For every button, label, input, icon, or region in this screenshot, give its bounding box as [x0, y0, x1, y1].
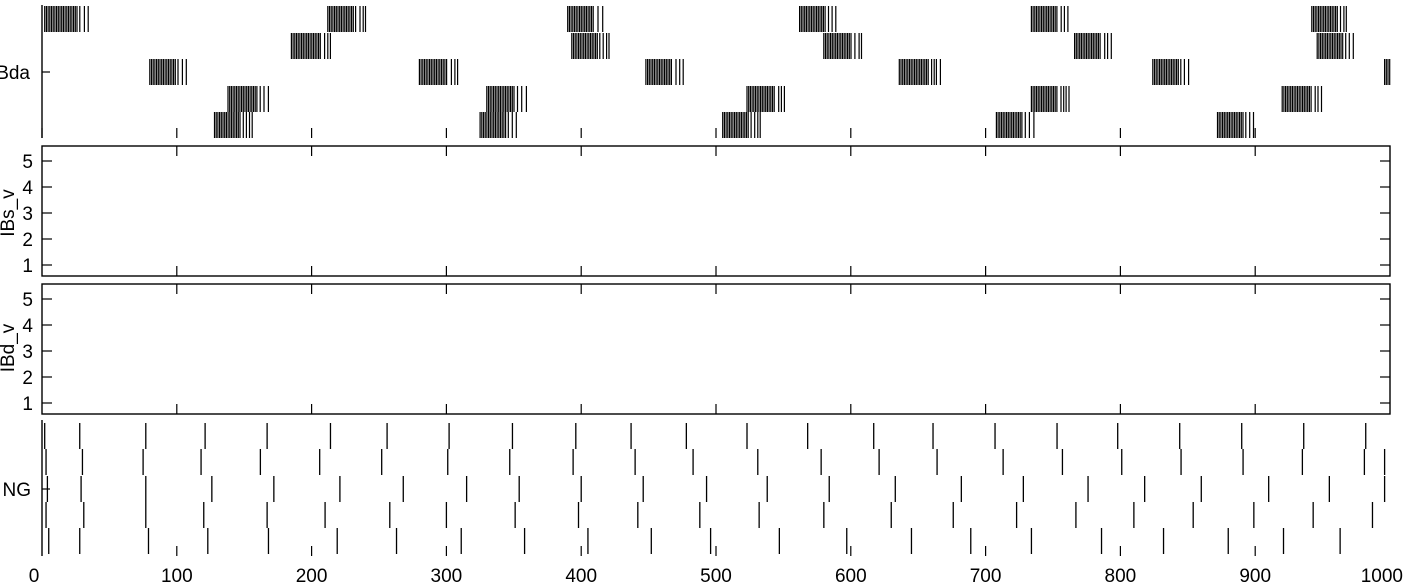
- bda-burst-row2-5: [1316, 33, 1354, 59]
- x-tick-label-300: 300: [431, 566, 463, 584]
- bda-burst-row2-1: [290, 33, 331, 59]
- x-tick-label-100: 100: [161, 566, 193, 584]
- bda-burst-row1-1: [44, 6, 89, 32]
- bda-ylabel: Bda: [0, 63, 30, 84]
- ibs-v-panel: IBs_v 1 2 3 4 5: [0, 145, 1391, 277]
- bda-burst-row1-6: [1311, 6, 1347, 32]
- x-tick-label-900: 900: [1239, 566, 1271, 584]
- ibs-v-y-tick-label-2: 2: [22, 230, 33, 251]
- ng-ylabel: NG: [3, 480, 32, 501]
- bda-burst-row3-4: [898, 59, 941, 85]
- bda-burst-row3-1: [149, 59, 187, 85]
- x-tick-label-800: 800: [1105, 566, 1137, 584]
- bda-burst-row5-4: [995, 112, 1035, 138]
- ibd-v-axes: 1 2 3 4 5: [22, 283, 1391, 415]
- bda-burst-row3-3: [645, 59, 684, 85]
- ibs-v-ylabel: IBs_v: [0, 189, 19, 237]
- bda-burst-row3-6: [1384, 59, 1391, 85]
- ibs-v-box: [41, 145, 1391, 277]
- bda-burst-row1-5: [1030, 6, 1069, 32]
- x-tick-label-400: 400: [565, 566, 597, 584]
- ibs-v-axes: 1 2 3 4 5: [22, 145, 1391, 277]
- ibd-v-y-tick-label-3: 3: [22, 342, 33, 363]
- bda-burst-row4-2: [486, 86, 527, 112]
- bda-burst-row4-5: [1281, 86, 1323, 112]
- ng-raster: 0 100 200 300 400 500 600 700 800 900 1000: [29, 420, 1403, 584]
- ibs-v-y-tick-label-4: 4: [22, 178, 33, 199]
- bda-raster: [41, 5, 1391, 138]
- ibd-v-ylabel: IBd_v: [0, 323, 19, 372]
- ibs-v-y-tick-label-3: 3: [22, 204, 33, 225]
- ibs-v-y-tick-label-1: 1: [22, 256, 33, 277]
- bda-burst-row1-3: [567, 6, 604, 32]
- bda-burst-row2-2: [571, 33, 610, 59]
- bda-burst-row1-2: [327, 6, 367, 32]
- bda-burst-row4-4: [1030, 86, 1070, 112]
- bda-burst-row5-3: [722, 112, 761, 138]
- bda-burst-row1-4: [799, 6, 837, 32]
- ibd-v-panel: IBd_v 1 2 3 4 5: [0, 283, 1391, 415]
- bda-burst-row2-3: [823, 33, 863, 59]
- bda-burst-row5-2: [479, 112, 517, 138]
- bda-burst-row4-1: [227, 86, 269, 112]
- ibd-v-y-tick-label-4: 4: [22, 316, 33, 337]
- bda-burst-row5-5: [1216, 112, 1255, 138]
- ibd-v-y-tick-label-2: 2: [22, 368, 33, 389]
- bda-burst-row3-2: [418, 59, 459, 85]
- x-tick-label-600: 600: [835, 566, 867, 584]
- ibd-v-y-tick-label-5: 5: [22, 290, 33, 311]
- bda-panel: Bda: [0, 5, 1391, 138]
- bda-burst-row5-1: [213, 112, 253, 138]
- x-tick-label-0: 0: [29, 566, 40, 584]
- x-tick-label-1000: 1000: [1361, 566, 1403, 584]
- x-tick-label-700: 700: [970, 566, 1002, 584]
- ibd-v-box: [41, 283, 1391, 415]
- bda-burst-row3-5: [1152, 59, 1190, 85]
- ibs-v-y-tick-label-5: 5: [22, 152, 33, 173]
- ibd-v-y-tick-label-1: 1: [22, 394, 33, 415]
- ng-panel: NG 0 100 200 300 400 500 600 700 800 900 1000: [3, 420, 1403, 584]
- bda-burst-row4-3: [746, 86, 785, 112]
- bda-burst-row2-4: [1074, 33, 1112, 59]
- x-tick-label-200: 200: [296, 566, 328, 584]
- x-tick-label-500: 500: [700, 566, 732, 584]
